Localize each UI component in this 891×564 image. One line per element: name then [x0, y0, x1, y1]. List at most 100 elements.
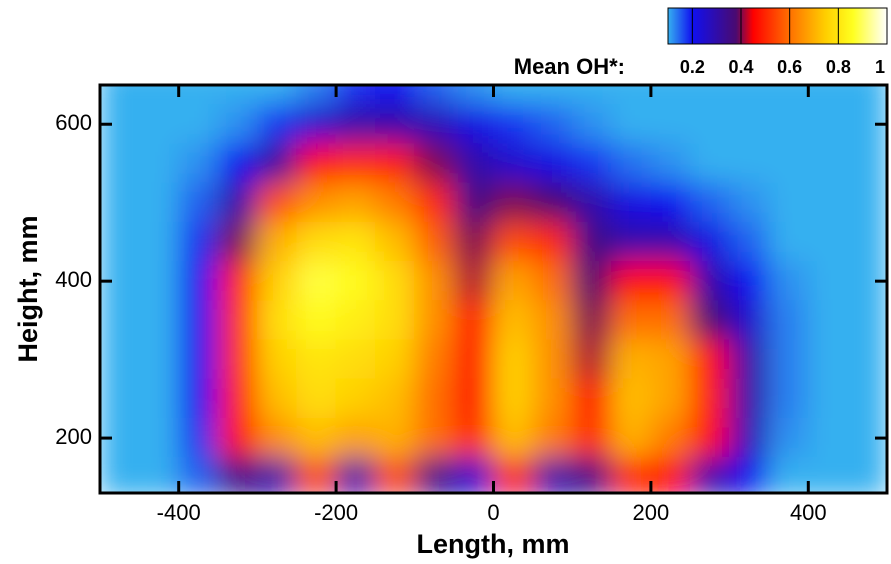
heat-cell	[100, 378, 140, 419]
heat-cell	[571, 378, 613, 419]
heat-cell	[178, 339, 219, 380]
heat-cell	[689, 417, 731, 459]
heat-cell	[650, 300, 691, 341]
heat-cell	[611, 300, 652, 341]
heat-cell	[414, 378, 455, 419]
heat-cell	[296, 143, 337, 184]
colorbar-tick-label: 0.6	[777, 57, 802, 77]
heat-cell	[296, 104, 337, 145]
heat-cell	[532, 221, 573, 263]
heat-cell	[532, 457, 573, 493]
heat-cell	[532, 339, 573, 380]
heat-cell	[256, 417, 298, 459]
heat-cell	[493, 182, 534, 223]
heat-cell	[100, 143, 140, 184]
heat-cell	[453, 457, 494, 493]
heat-cell	[138, 300, 180, 341]
y-axis-label: Height, mm	[13, 215, 43, 362]
heat-cell	[611, 417, 652, 459]
x-tick-label: 200	[633, 500, 670, 525]
heat-cell	[689, 300, 731, 341]
heat-cell	[453, 104, 494, 145]
heat-cell	[689, 221, 731, 263]
heat-cell	[335, 261, 376, 302]
heat-cell	[847, 378, 887, 419]
heat-cell	[414, 104, 455, 145]
heat-cell	[100, 221, 140, 263]
heat-cell	[493, 85, 534, 106]
heat-cell	[571, 182, 613, 223]
heat-cell	[296, 417, 337, 459]
heat-cell	[453, 417, 494, 459]
heat-cell	[256, 261, 298, 302]
heat-cell	[650, 457, 691, 493]
heat-cell	[729, 378, 770, 419]
heat-cell	[689, 378, 731, 419]
heat-cell	[335, 221, 376, 263]
heat-cell	[847, 339, 887, 380]
x-tick-label: -400	[157, 500, 201, 525]
heat-cell	[493, 417, 534, 459]
heat-cell	[138, 417, 180, 459]
heat-cell	[532, 300, 573, 341]
heat-cell	[611, 104, 652, 145]
heat-cell	[374, 378, 416, 419]
heat-cell	[807, 339, 849, 380]
heat-cell	[493, 261, 534, 302]
heat-cell	[414, 221, 455, 263]
heat-cell	[374, 143, 416, 184]
heat-cell	[374, 300, 416, 341]
heat-cell	[768, 378, 809, 419]
heat-cell	[335, 339, 376, 380]
heat-cell	[178, 182, 219, 223]
heat-cell	[650, 417, 691, 459]
heat-cell	[611, 457, 652, 493]
heat-cell	[414, 417, 455, 459]
heat-cell	[807, 143, 849, 184]
heat-cell	[335, 417, 376, 459]
heat-cell	[807, 221, 849, 263]
heat-cell	[178, 378, 219, 419]
heat-cell	[374, 85, 416, 106]
heat-cell	[571, 457, 613, 493]
colorbar-tick-label: 1	[875, 57, 885, 77]
heat-cell	[374, 221, 416, 263]
heat-cell	[532, 261, 573, 302]
heat-cell	[453, 300, 494, 341]
heat-cell	[335, 378, 376, 419]
heat-cell	[178, 143, 219, 184]
heat-cell	[847, 221, 887, 263]
heat-cell	[571, 104, 613, 145]
colorbar-scale	[667, 7, 888, 45]
heat-cell	[611, 221, 652, 263]
heat-cell	[650, 143, 691, 184]
heat-cell	[532, 378, 573, 419]
heat-cell	[611, 182, 652, 223]
heat-cell	[296, 457, 337, 493]
heat-cell	[611, 378, 652, 419]
heat-cell	[729, 221, 770, 263]
axes: -400 -200 0 200 400 200 400 600	[55, 85, 887, 525]
heat-cell	[689, 85, 731, 106]
heat-cell	[807, 85, 849, 106]
heat-cell	[256, 85, 298, 106]
x-tick-label: 0	[487, 500, 499, 525]
heat-cell	[138, 221, 180, 263]
heat-cell	[256, 339, 298, 380]
heat-cell	[768, 182, 809, 223]
heat-cell	[138, 85, 180, 106]
heat-cell	[689, 339, 731, 380]
heat-cell	[807, 104, 849, 145]
heat-cell	[217, 104, 258, 145]
heat-cell	[296, 300, 337, 341]
heat-cell	[453, 182, 494, 223]
heat-cell	[138, 378, 180, 419]
heat-cell	[217, 143, 258, 184]
heat-cell	[611, 143, 652, 184]
heat-cell	[217, 417, 258, 459]
colorbar-tick-label: 0.8	[826, 57, 851, 77]
x-axis-label: Length, mm	[417, 529, 570, 559]
heat-cell	[729, 417, 770, 459]
heat-cell	[493, 378, 534, 419]
